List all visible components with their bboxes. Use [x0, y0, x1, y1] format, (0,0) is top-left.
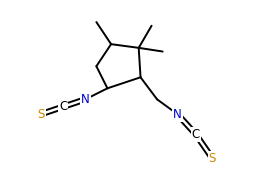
Text: C: C: [192, 128, 200, 141]
Text: S: S: [208, 152, 216, 165]
Text: C: C: [59, 100, 67, 113]
Text: S: S: [38, 108, 45, 121]
Text: N: N: [173, 108, 182, 121]
Text: N: N: [81, 93, 90, 106]
